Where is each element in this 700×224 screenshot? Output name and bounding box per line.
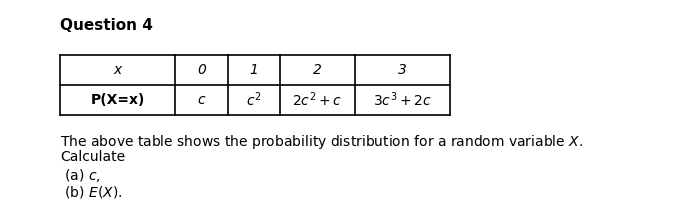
- Text: P(X=x): P(X=x): [90, 93, 145, 107]
- Text: Question 4: Question 4: [60, 18, 153, 33]
- Text: 0: 0: [197, 63, 206, 77]
- Text: $c^2$: $c^2$: [246, 91, 262, 109]
- Text: 3: 3: [398, 63, 407, 77]
- Text: 2: 2: [313, 63, 322, 77]
- Text: 1: 1: [250, 63, 258, 77]
- Text: (a) $c$,: (a) $c$,: [60, 167, 101, 184]
- Text: x: x: [113, 63, 122, 77]
- Text: Calculate: Calculate: [60, 150, 125, 164]
- Text: c: c: [197, 93, 205, 107]
- Text: $3c^3 + 2c$: $3c^3 + 2c$: [373, 91, 432, 109]
- Text: $2c^2 + c$: $2c^2 + c$: [293, 91, 342, 109]
- Text: (b) $E(X)$.: (b) $E(X)$.: [60, 184, 122, 200]
- Text: The above table shows the probability distribution for a random variable $X$.: The above table shows the probability di…: [60, 133, 583, 151]
